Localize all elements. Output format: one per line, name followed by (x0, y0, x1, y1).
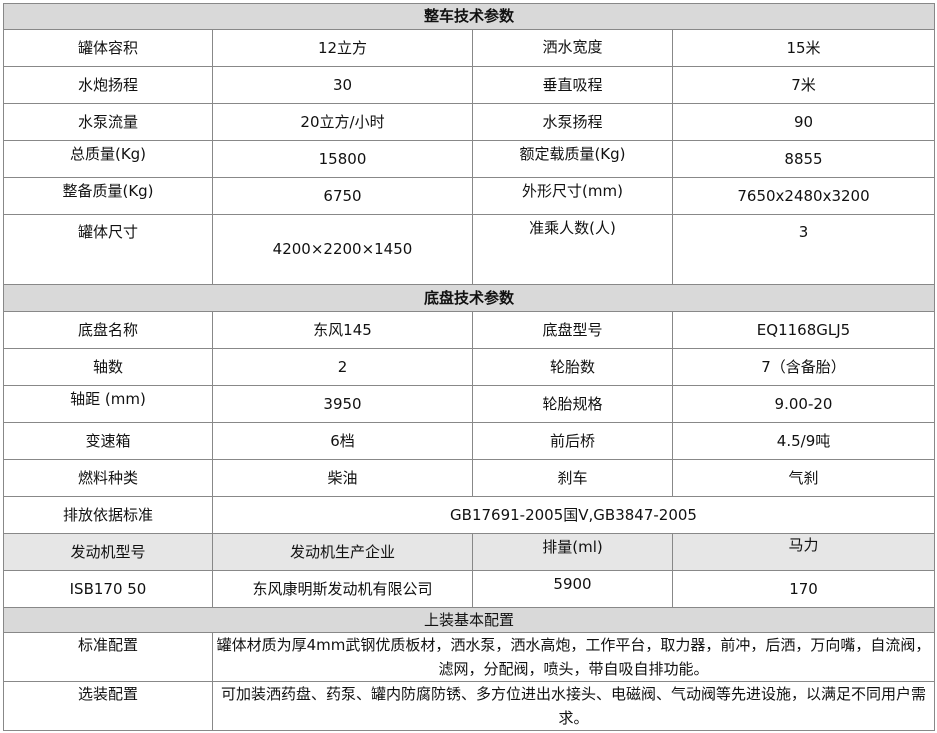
value: 15800 (212, 140, 473, 178)
value: 柴油 (212, 459, 473, 497)
optional-config-value: 可加装洒药盘、药泵、罐内防腐防锈、多方位进出水接头、电磁阀、气动阀等先进设施，以… (211, 681, 936, 731)
section-title-vehicle: 整车技术参数 (2, 3, 936, 30)
section-title-chassis: 底盘技术参数 (2, 284, 936, 312)
label: 轴距 (mm) (3, 385, 213, 423)
value: 7米 (671, 66, 936, 104)
value: 30 (212, 66, 473, 104)
value: 7（含备胎） (671, 348, 936, 386)
value: 15米 (671, 29, 936, 67)
label: 罐体容积 (3, 29, 213, 67)
label: 整备质量(Kg) (3, 177, 213, 215)
optional-config-label: 选装配置 (3, 681, 213, 731)
emission-label: 排放依据标准 (3, 496, 213, 534)
label: 垂直吸程 (472, 66, 673, 104)
value: 3 (671, 214, 936, 285)
label: 额定载质量(Kg) (472, 140, 673, 178)
value: 8855 (671, 140, 936, 178)
label: 底盘名称 (3, 311, 213, 349)
value: 90 (671, 103, 936, 141)
spec-table: 整车技术参数 罐体容积 12立方 洒水宽度 15米 水炮扬程 30 垂直吸程 7米 水泵流量… (2, 3, 936, 731)
label: 洒水宽度 (472, 29, 673, 67)
label: 轮胎规格 (472, 385, 673, 423)
value: 20立方/小时 (212, 103, 473, 141)
label: 轴数 (3, 348, 213, 386)
standard-config-label: 标准配置 (3, 632, 213, 682)
engine-value: 5900 (472, 570, 673, 608)
label: 罐体尺寸 (3, 214, 213, 285)
value: 12立方 (212, 29, 473, 67)
emission-value: GB17691-2005国Ⅴ,GB3847-2005 (211, 496, 936, 534)
value: 7650x2480x3200 (671, 177, 936, 215)
section-title-body: 上装基本配置 (2, 607, 936, 633)
label: 前后桥 (472, 422, 673, 460)
engine-header: 发动机生产企业 (212, 533, 473, 571)
value: 气刹 (671, 459, 936, 497)
label: 水炮扬程 (3, 66, 213, 104)
label: 底盘型号 (472, 311, 673, 349)
value: EQ1168GLJ5 (671, 311, 936, 349)
label: 水泵扬程 (472, 103, 673, 141)
value: 4.5/9吨 (671, 422, 936, 460)
label: 轮胎数 (472, 348, 673, 386)
standard-config-value: 罐体材质为厚4mm武钢优质板材，洒水泵，洒水高炮，工作平台，取力器，前冲，后洒，… (211, 632, 936, 682)
value: 6档 (212, 422, 473, 460)
engine-header: 排量(ml) (472, 533, 673, 571)
engine-header: 马力 (671, 533, 936, 571)
label: 燃料种类 (3, 459, 213, 497)
value: 9.00-20 (671, 385, 936, 423)
label: 总质量(Kg) (3, 140, 213, 178)
value: 2 (212, 348, 473, 386)
engine-value: ISB170 50 (3, 570, 213, 608)
engine-header: 发动机型号 (3, 533, 213, 571)
label: 外形尺寸(mm) (472, 177, 673, 215)
value: 4200×2200×1450 (212, 214, 473, 285)
engine-value: 170 (671, 570, 936, 608)
label: 变速箱 (3, 422, 213, 460)
value: 东风145 (212, 311, 473, 349)
label: 刹车 (472, 459, 673, 497)
value: 3950 (212, 385, 473, 423)
label: 准乘人数(人) (472, 214, 673, 285)
value: 6750 (212, 177, 473, 215)
engine-value: 东风康明斯发动机有限公司 (212, 570, 473, 608)
label: 水泵流量 (3, 103, 213, 141)
